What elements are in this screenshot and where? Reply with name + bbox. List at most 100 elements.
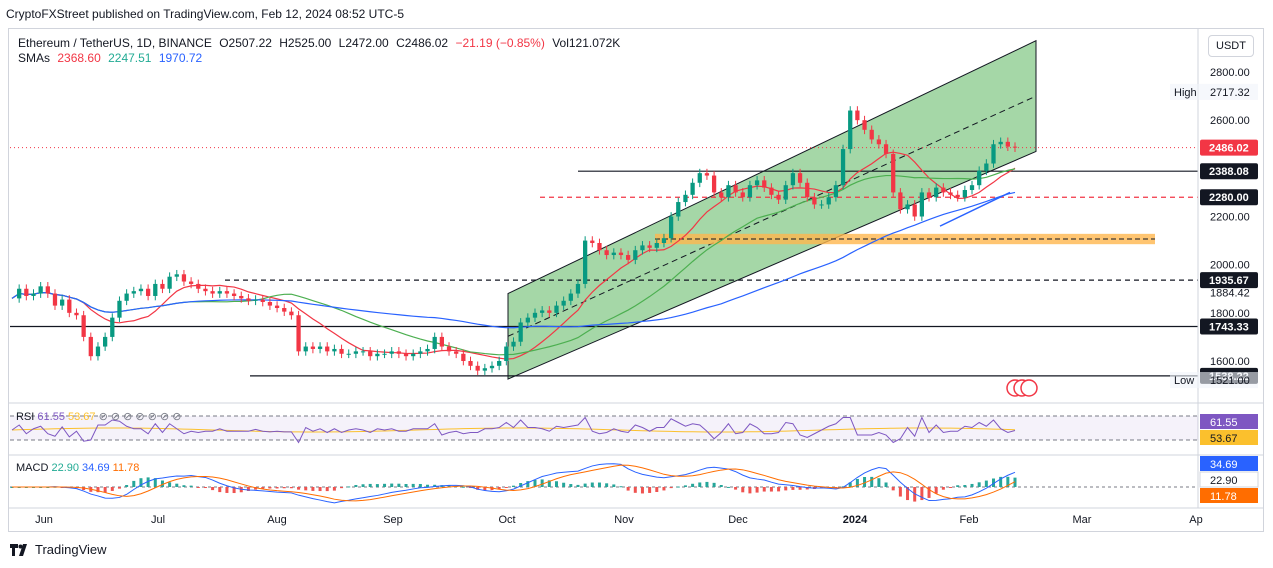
price-label-bg [1200, 189, 1258, 206]
macd-hist-bar [848, 482, 852, 487]
macd-hist-bar [368, 483, 372, 487]
macd-hist-bar [605, 483, 609, 487]
candle-body [246, 298, 251, 301]
candle-body [368, 351, 373, 357]
macd-hist-bar [447, 485, 451, 487]
candle-body [826, 197, 831, 205]
footer-brand[interactable]: TradingView [10, 542, 107, 557]
macd-axis-label: 22.90 [1210, 475, 1238, 487]
candle-body [131, 291, 136, 294]
macd-hist-bar [949, 487, 953, 488]
candle-body [375, 353, 380, 357]
price-label: 1743.33 [1209, 321, 1249, 333]
macd-signal-line [12, 464, 1016, 502]
candle-body [833, 185, 839, 198]
sma3-value: 1970.72 [158, 51, 203, 65]
x-tick-label: Ap [1189, 514, 1202, 526]
macd-hist-bar [877, 478, 881, 487]
candle-body [117, 300, 122, 318]
macd-label-bg [1199, 471, 1259, 488]
macd-hist-value: 22.90 [51, 462, 79, 474]
x-tick-label: Jun [35, 514, 53, 526]
candle-body [797, 173, 803, 183]
macd-hist-bar [805, 487, 809, 490]
macd-hist-bar [325, 487, 329, 492]
macd-hist-bar [999, 476, 1003, 487]
sma-blue-line [11, 191, 1016, 329]
candle-body [532, 312, 538, 318]
candle-body [604, 250, 609, 256]
candle-body [411, 353, 416, 357]
currency-unit-button[interactable]: USDT [1208, 35, 1254, 57]
macd-hist-bar [977, 482, 981, 487]
candle-body [912, 204, 917, 217]
macd-hist-bar [246, 487, 250, 491]
candle-body [282, 308, 287, 312]
macd-hist-bar [791, 487, 795, 490]
candle-body [611, 252, 616, 256]
macd-hist-bar [354, 485, 358, 487]
sma-label[interactable]: SMAs [18, 51, 51, 65]
macd-hist-bar [934, 487, 938, 494]
macd-hist-bar [633, 487, 637, 493]
candle-body [547, 310, 552, 313]
macd-hist-bar [340, 487, 344, 489]
candle-body [418, 351, 423, 354]
chart-frame[interactable] [8, 28, 1264, 532]
macd-hist-bar [476, 487, 480, 490]
macd-legend[interactable]: MACD 22.90 34.69 11.78 [16, 462, 139, 474]
macd-hist-bar [547, 480, 551, 487]
price-label: 2486.02 [1209, 143, 1249, 155]
sma1-value: 2368.60 [57, 51, 101, 65]
candle-body [511, 341, 516, 347]
candle-body [1005, 141, 1010, 147]
y-tick-label: 2800.00 [1210, 67, 1250, 79]
macd-hist-bar [110, 487, 114, 491]
candle-body [389, 351, 394, 354]
candle-body [819, 204, 824, 206]
x-tick-label: Dec [728, 514, 748, 526]
candle-body [704, 173, 710, 176]
macd-hist-bar [648, 487, 652, 493]
macd-hist-bar [569, 484, 573, 487]
macd-hist-bar [483, 487, 487, 491]
candle-body [1012, 146, 1018, 148]
macd-hist-bar [540, 479, 544, 487]
candle-body [919, 192, 924, 217]
rsi-hidden-values: ⊘ ⊘ ⊘ ⊘ ⊘ ⊘ ⊘ [98, 411, 182, 423]
macd-hist-bar [784, 487, 788, 491]
candle-body [289, 311, 294, 316]
candle-body [769, 187, 774, 195]
candle-body [726, 185, 731, 198]
macd-hist-bar [963, 485, 967, 487]
macd-hist-bar [297, 487, 301, 490]
rsi-legend[interactable]: RSI 61.55 53.67 ⊘ ⊘ ⊘ ⊘ ⊘ ⊘ ⊘ [16, 410, 181, 423]
symbol-name[interactable]: Ethereum / TetherUS, 1D, BINANCE [18, 36, 212, 50]
rsi-line [11, 416, 1016, 444]
candle-body [454, 351, 459, 354]
macd-line [12, 463, 1016, 504]
candle-body [805, 182, 810, 198]
candle-body [60, 299, 65, 306]
candle-body [625, 255, 631, 260]
macd-hist-bar [397, 483, 401, 487]
macd-hist-bar [512, 485, 515, 487]
macd-hist-bar [469, 487, 473, 488]
candle-body [905, 204, 910, 210]
open-value: O2507.22 [219, 36, 272, 50]
sma-red-line [11, 151, 1016, 360]
price-tag-label: High [1174, 87, 1197, 99]
candle-body [590, 240, 595, 243]
macd-hist-bar [282, 487, 286, 489]
macd-hist-bar [941, 487, 945, 490]
candle-body [497, 361, 502, 366]
candle-body [618, 252, 624, 256]
price-label-bg [1200, 139, 1258, 156]
macd-line-value: 34.69 [82, 462, 110, 474]
macd-hist-bar [533, 479, 537, 487]
candle-body [719, 192, 724, 198]
candle-body [346, 353, 351, 355]
macd-hist-bar [390, 483, 394, 487]
price-label: 1935.67 [1209, 275, 1249, 287]
